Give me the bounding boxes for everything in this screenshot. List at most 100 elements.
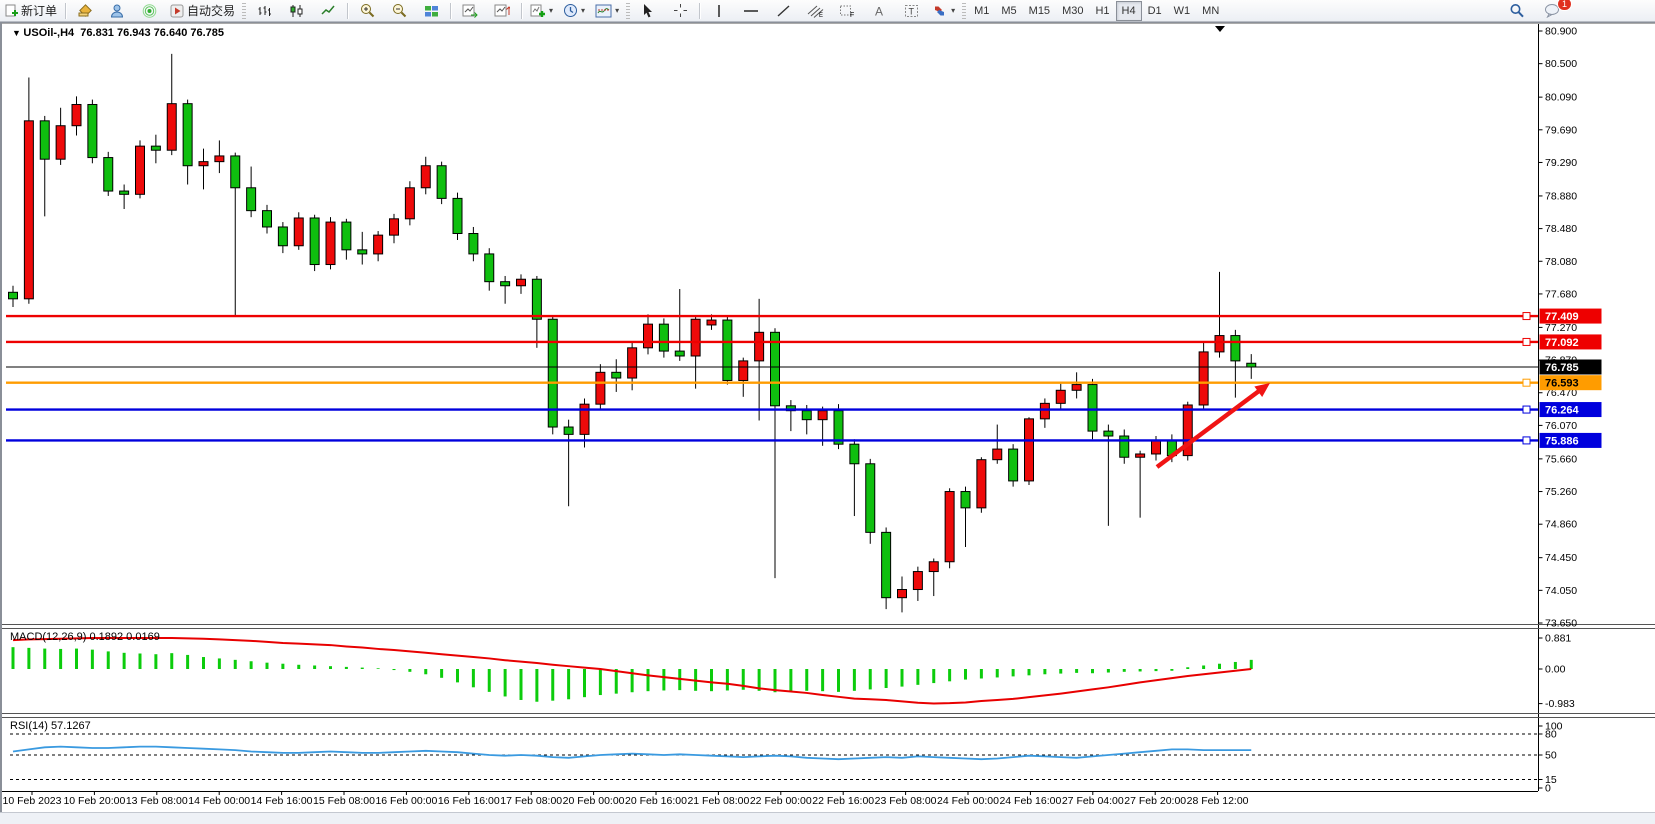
svg-text:13 Feb 08:00: 13 Feb 08:00 xyxy=(126,795,188,807)
candle xyxy=(293,217,304,247)
time-axis[interactable]: 10 Feb 2023 10 Feb 20:00 13 Feb 08:00 14 Fe… xyxy=(3,791,1249,807)
timeframe-H1[interactable]: H1 xyxy=(1095,4,1110,17)
crosshair-icon xyxy=(673,4,687,17)
timeframe-W1[interactable]: W1 xyxy=(1173,4,1191,17)
add-indicator-button[interactable]: ▾ xyxy=(526,0,557,21)
svg-text:78.880: 78.880 xyxy=(1545,190,1577,202)
timeframe-M1[interactable]: M1 xyxy=(974,4,990,17)
fibonacci-icon: E xyxy=(807,5,823,18)
cursor-button[interactable] xyxy=(633,0,663,21)
chat-button[interactable]: 1 xyxy=(1537,0,1572,21)
svg-text:79.290: 79.290 xyxy=(1545,157,1577,169)
chart-shift-marker[interactable] xyxy=(1215,26,1225,32)
new-order-label: 新订单 xyxy=(21,4,58,18)
hline-handle[interactable] xyxy=(1522,378,1531,387)
text-icon: A xyxy=(875,4,883,18)
zoom-out-button[interactable] xyxy=(384,0,414,21)
separator xyxy=(699,2,701,19)
text-button[interactable]: A xyxy=(864,0,894,21)
candle xyxy=(150,145,161,151)
price-tags: 77.409 77.092 76.593 76.264 75.886 76.785 xyxy=(1539,308,1602,448)
templates-diamond-icon xyxy=(78,3,92,17)
hline-handle[interactable] xyxy=(1522,337,1531,346)
candle xyxy=(1246,362,1257,368)
chart-shift-button[interactable] xyxy=(487,0,517,21)
candlestick-chart-button[interactable] xyxy=(281,0,311,21)
hline-price-tag: 77.092 xyxy=(1545,337,1579,349)
candle xyxy=(611,371,622,379)
svg-text:14 Feb 16:00: 14 Feb 16:00 xyxy=(251,795,313,807)
horizontal-line-icon xyxy=(744,9,759,12)
svg-text:E: E xyxy=(819,13,823,18)
candle xyxy=(658,323,669,352)
tile-windows-button[interactable] xyxy=(416,0,446,21)
macd-values: 0.1892 0.0169 xyxy=(89,631,160,643)
svg-text:75.260: 75.260 xyxy=(1545,486,1577,498)
candle xyxy=(738,360,749,381)
separator xyxy=(65,2,67,19)
horizontal-line-objects[interactable] xyxy=(6,312,1538,445)
arrow-shapes-button[interactable]: ▾ xyxy=(928,0,959,21)
candlesticks xyxy=(8,53,1257,613)
timeframe-MN[interactable]: MN xyxy=(1202,4,1220,17)
notification-badge: 1 xyxy=(1556,0,1572,11)
autotrading-button[interactable]: 自动交易 xyxy=(166,0,239,21)
candle xyxy=(1119,435,1130,458)
chart-ohlc-values: 76.831 76.943 76.640 76.785 xyxy=(80,27,225,39)
toolbar-grip xyxy=(962,2,967,19)
candle xyxy=(182,103,193,167)
svg-text:20 Feb 16:00: 20 Feb 16:00 xyxy=(625,795,687,807)
timeframe-M15[interactable]: M15 xyxy=(1028,4,1051,17)
fibonacci-button[interactable]: E xyxy=(800,0,830,21)
period-clock-button[interactable]: ▾ xyxy=(559,0,589,21)
svg-text:T: T xyxy=(908,6,914,16)
arrow-annotation[interactable] xyxy=(1155,383,1270,469)
title-collapse-icon[interactable]: ▼ xyxy=(12,28,24,38)
signals-button[interactable] xyxy=(134,0,164,21)
svg-text:0.00: 0.00 xyxy=(1545,664,1566,676)
chart-canvas[interactable]: 80.900 80.500 80.090 79.690 79.290 78.880 78.4… xyxy=(2,23,1655,813)
search-button[interactable] xyxy=(1502,0,1532,21)
timeframe-M30[interactable]: M30 xyxy=(1062,4,1084,17)
candle xyxy=(516,278,526,287)
svg-text:76.470: 76.470 xyxy=(1545,387,1577,399)
candle xyxy=(198,161,209,167)
text-label-button[interactable]: T xyxy=(896,0,926,21)
svg-text:78.080: 78.080 xyxy=(1545,256,1577,268)
timeframe-D1[interactable]: D1 xyxy=(1147,4,1162,17)
templates-button[interactable] xyxy=(70,0,100,21)
candle xyxy=(262,210,272,228)
candle xyxy=(373,234,384,255)
candle xyxy=(103,157,114,192)
candle xyxy=(897,589,907,599)
svg-text:74.860: 74.860 xyxy=(1545,519,1577,531)
bar-chart-button[interactable] xyxy=(249,0,279,21)
svg-text:74.450: 74.450 xyxy=(1545,552,1577,564)
zoom-in-button[interactable] xyxy=(352,0,382,21)
dropdown-caret: ▾ xyxy=(615,6,620,15)
macd-indicator-label: MACD(12,26,9) 0.1892 0.0169 xyxy=(10,631,160,643)
svg-text:28 Feb 12:00: 28 Feb 12:00 xyxy=(1187,795,1249,807)
trendline-button[interactable] xyxy=(768,0,798,21)
hline-price-tag: 76.593 xyxy=(1545,378,1579,390)
svg-text:15 Feb 08:00: 15 Feb 08:00 xyxy=(313,795,375,807)
cycle-lines-button[interactable]: F xyxy=(832,0,862,21)
auto-scroll-button[interactable] xyxy=(455,0,485,21)
crosshair-button[interactable] xyxy=(665,0,695,21)
vertical-line-button[interactable] xyxy=(704,0,734,21)
rsi-name: RSI(14) xyxy=(10,720,48,732)
svg-text:100: 100 xyxy=(1545,721,1563,733)
line-chart-button[interactable] xyxy=(313,0,343,21)
timeframe-M5[interactable]: M5 xyxy=(1001,4,1017,17)
hline-handle[interactable] xyxy=(1522,405,1531,414)
hline-handle[interactable] xyxy=(1522,436,1531,445)
navigator-button[interactable] xyxy=(102,0,132,21)
chart-template-button[interactable]: ▾ xyxy=(591,0,623,21)
candle xyxy=(976,459,987,509)
hline-handle[interactable] xyxy=(1522,312,1531,321)
new-order-button[interactable]: 新订单 xyxy=(1,0,61,21)
timeframe-H4[interactable]: H4 xyxy=(1115,0,1142,21)
candle xyxy=(1039,402,1050,420)
horizontal-line-button[interactable] xyxy=(736,0,766,21)
toolbar-grip xyxy=(242,2,247,19)
